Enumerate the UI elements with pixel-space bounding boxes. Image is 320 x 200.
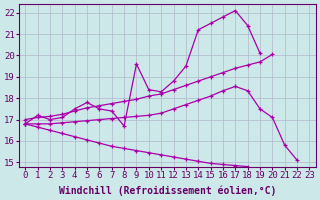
X-axis label: Windchill (Refroidissement éolien,°C): Windchill (Refroidissement éolien,°C) bbox=[59, 185, 276, 196]
